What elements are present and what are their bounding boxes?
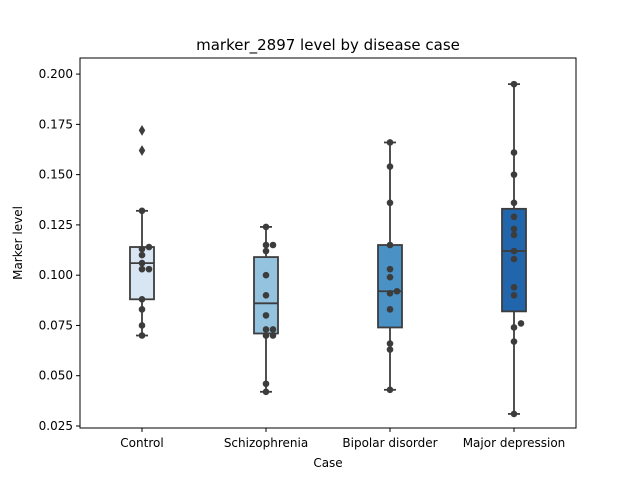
data-point bbox=[386, 265, 394, 273]
y-tick-label: 0.075 bbox=[39, 318, 73, 332]
box-group-2 bbox=[377, 141, 403, 391]
data-point bbox=[262, 223, 270, 231]
y-tick-label: 0.200 bbox=[39, 67, 73, 81]
data-point bbox=[386, 340, 394, 347]
x-tick-label: Schizophrenia bbox=[224, 436, 308, 450]
data-point bbox=[386, 199, 394, 207]
data-point bbox=[138, 322, 146, 329]
data-layer bbox=[129, 80, 527, 418]
data-point bbox=[510, 255, 518, 263]
y-tick-label: 0.125 bbox=[39, 218, 73, 232]
data-point bbox=[510, 213, 518, 221]
x-tick-label: Major depression bbox=[463, 436, 566, 450]
data-point bbox=[145, 265, 153, 273]
data-point bbox=[138, 207, 146, 215]
data-point bbox=[138, 245, 146, 253]
x-tick-label: Control bbox=[120, 436, 163, 450]
data-point bbox=[262, 247, 270, 255]
data-point bbox=[138, 332, 146, 339]
data-point bbox=[262, 332, 270, 339]
y-tick-label: 0.100 bbox=[39, 268, 73, 282]
data-point bbox=[138, 259, 146, 267]
data-point bbox=[510, 338, 518, 345]
data-point bbox=[517, 320, 525, 327]
data-point bbox=[510, 225, 518, 233]
data-point bbox=[262, 312, 270, 319]
axes: 0.025 0.050 0.075 0.100 0.125 0.150 0.175 0.200… bbox=[39, 67, 566, 450]
data-point bbox=[262, 291, 270, 299]
data-point bbox=[269, 332, 277, 339]
plot-frame bbox=[79, 57, 577, 429]
points-group-1 bbox=[262, 223, 277, 396]
data-point bbox=[269, 241, 277, 249]
chart-title: marker_2897 level by disease case bbox=[196, 36, 460, 55]
data-point bbox=[262, 326, 270, 333]
box-group-0 bbox=[129, 124, 155, 337]
data-point bbox=[510, 149, 518, 156]
data-point bbox=[386, 306, 394, 313]
outlier-marker bbox=[138, 145, 146, 156]
y-tick-label: 0.025 bbox=[39, 419, 73, 433]
data-point bbox=[386, 241, 394, 249]
data-point bbox=[262, 380, 270, 388]
x-axis-label: Case bbox=[313, 456, 342, 470]
data-point bbox=[510, 199, 518, 207]
points-group-2 bbox=[386, 139, 401, 394]
data-point bbox=[269, 326, 277, 333]
data-point bbox=[386, 346, 394, 353]
data-point bbox=[386, 273, 394, 281]
data-point bbox=[386, 386, 394, 394]
data-point bbox=[138, 296, 146, 303]
data-point bbox=[262, 241, 270, 249]
data-point bbox=[138, 251, 146, 259]
x-tick-label: Bipolar disorder bbox=[342, 436, 437, 450]
data-point bbox=[386, 139, 394, 146]
data-point bbox=[510, 324, 518, 331]
data-point bbox=[138, 265, 146, 273]
points-group-3 bbox=[510, 80, 525, 418]
data-point bbox=[510, 410, 518, 418]
y-tick-label: 0.150 bbox=[39, 168, 73, 182]
outlier-marker bbox=[138, 124, 146, 136]
points-group-0 bbox=[138, 207, 153, 339]
data-point bbox=[262, 388, 270, 396]
box-iqr bbox=[377, 244, 403, 329]
data-point bbox=[510, 231, 518, 239]
data-point bbox=[510, 80, 518, 88]
data-point bbox=[510, 247, 518, 255]
data-point bbox=[386, 163, 394, 170]
data-point bbox=[510, 283, 518, 291]
y-tick-label: 0.050 bbox=[39, 369, 73, 383]
data-point bbox=[262, 271, 270, 279]
data-point bbox=[138, 306, 146, 313]
data-point bbox=[145, 243, 153, 251]
y-tick-label: 0.175 bbox=[39, 117, 73, 131]
data-point bbox=[393, 287, 401, 295]
data-point bbox=[510, 171, 518, 178]
data-point bbox=[386, 289, 394, 297]
data-point bbox=[510, 291, 518, 299]
y-axis-label: Marker level bbox=[11, 206, 25, 280]
